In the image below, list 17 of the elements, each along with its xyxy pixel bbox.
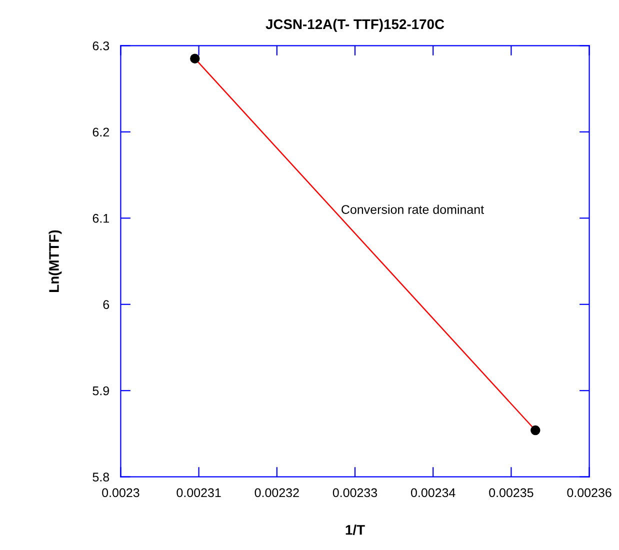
x-tick-label: 0.00231 xyxy=(176,488,221,498)
y-tick-label: 6.1 xyxy=(92,214,109,223)
y-axis-title: Ln(MTTF) xyxy=(48,230,62,292)
y-tick-label: 6.2 xyxy=(92,128,109,137)
annotation: Conversion rate dominant xyxy=(342,204,484,214)
x-tick-label: 0.0023 xyxy=(102,488,140,498)
x-tick-label: 0.00233 xyxy=(332,488,378,498)
x-tick-label: 0.00236 xyxy=(567,488,612,498)
x-axis-title: 1/T xyxy=(346,524,365,535)
y-tick-label: 5.9 xyxy=(92,386,110,396)
y-tick-label: 6.3 xyxy=(92,41,110,50)
x-tick-label: 0.00234 xyxy=(410,488,456,498)
x-tick-label: 0.00232 xyxy=(254,488,299,498)
chart-title: JCSN-12A(T- TTF)152-170C xyxy=(266,18,444,32)
y-tick-label: 6 xyxy=(103,300,110,310)
x-tick-label: 0.00235 xyxy=(489,488,534,498)
y-tick-label: 5.8 xyxy=(92,472,110,482)
